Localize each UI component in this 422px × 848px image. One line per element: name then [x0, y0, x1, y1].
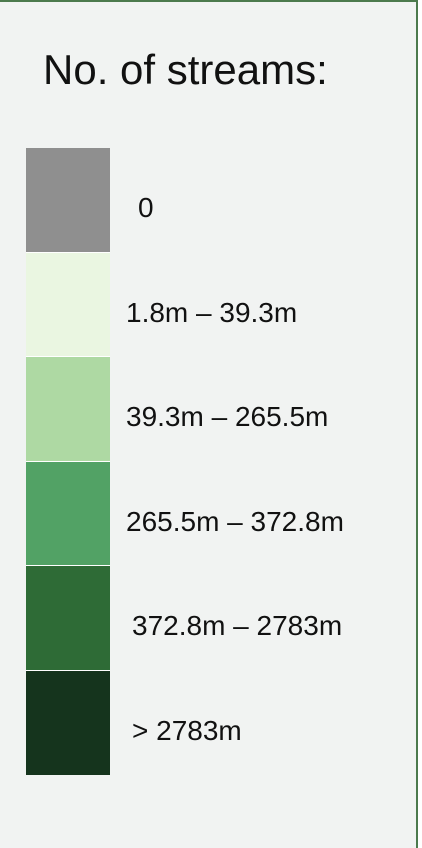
- legend-swatch: [26, 670, 110, 775]
- legend-swatch: [26, 357, 110, 462]
- legend-label: 372.8m – 2783m: [132, 610, 343, 641]
- legend-label: 1.8m – 39.3m: [126, 296, 298, 328]
- legend-label: > 2783m: [132, 714, 242, 746]
- legend-swatch: [26, 252, 110, 357]
- legend-label: 0: [138, 192, 154, 223]
- legend-swatch: [26, 566, 110, 671]
- legend-label: 39.3m – 265.5m: [126, 401, 329, 432]
- legend-swatch: [26, 461, 110, 566]
- legend-label: 265.5m – 372.8m: [126, 505, 344, 537]
- legend-title: No. of streams:: [43, 46, 328, 93]
- legend-swatch: [26, 148, 110, 253]
